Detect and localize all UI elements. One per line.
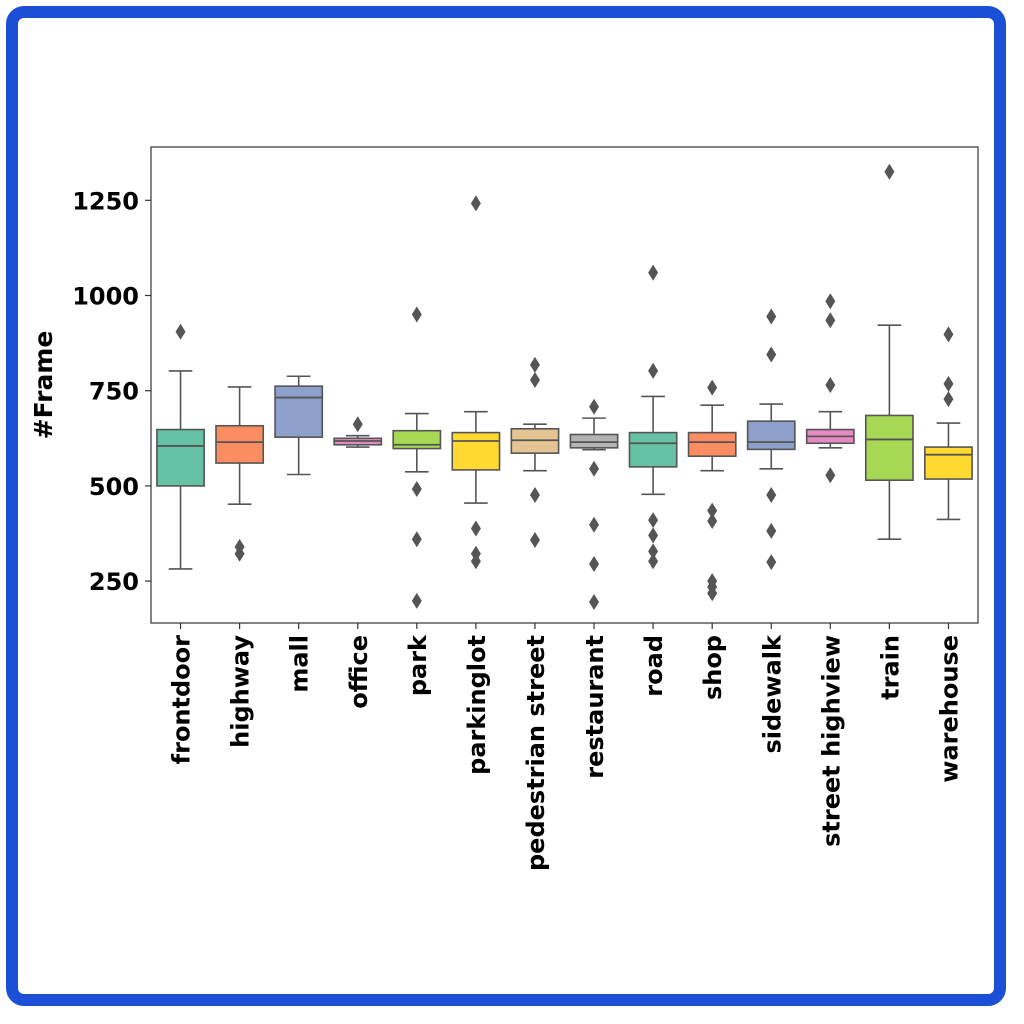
box-iqr [687,431,737,458]
outlier-point [589,516,600,533]
chart-frame [6,6,1006,1006]
box-iqr [569,433,619,449]
outlier-point [943,391,954,408]
box-pedestrian-street [510,356,560,548]
outlier-point [766,554,777,571]
box-office [333,416,383,448]
outlier-point [707,502,718,519]
box-iqr [156,428,205,487]
y-tick-label: 250 [89,568,139,596]
box-warehouse [924,326,973,521]
outlier-point [589,594,600,611]
x-tick-label: highway [227,635,255,748]
y-axis: 250 500 750 1000 1250 [72,187,151,596]
outlier-point [589,460,600,477]
outlier-point [648,264,659,281]
x-tick-label: restaurant [581,635,609,779]
chart-marks [156,163,973,611]
outlier-point [825,312,836,329]
x-tick-label: sidewalk [758,634,786,754]
box-iqr [864,414,914,481]
x-tick-label: parkinglot [463,635,491,775]
outlier-point [470,520,481,537]
x-tick-label: road [640,635,668,697]
outlier-point [825,293,836,310]
outlier-point [766,522,777,539]
box-iqr [451,431,501,471]
y-tick-label: 750 [89,378,139,406]
box-frontdoor [156,323,205,570]
outlier-point [470,195,481,212]
box-iqr [628,431,678,468]
box-park [392,306,442,609]
x-tick-label: park [404,634,432,696]
x-axis: frontdoor highway mall office park parkinglot… [168,623,963,871]
outlier-point [411,306,422,323]
x-tick-label: frontdoor [168,635,196,764]
x-tick-label: warehouse [935,635,963,783]
outlier-point [175,323,186,340]
outlier-point [766,487,777,504]
outlier-point [529,356,540,373]
box-iqr [392,429,442,450]
outlier-point [825,467,836,484]
box-iqr [215,424,265,464]
outlier-point [766,346,777,363]
box-restaurant [569,398,619,611]
y-axis-label: #Frame [29,331,58,440]
outlier-point [648,362,659,379]
outlier-point [529,531,540,548]
outlier-point [943,326,954,343]
outlier-point [352,416,363,433]
outlier-point [707,379,718,396]
outlier-point [648,543,659,560]
plot-area-border [150,146,979,624]
outlier-point [529,487,540,504]
x-tick-label: street highview [817,635,845,847]
outlier-point [589,398,600,415]
outlier-point [411,531,422,548]
outlier-point [411,592,422,609]
box-highway [215,386,265,562]
box-iqr [746,420,796,451]
box-road [628,264,678,570]
box-parkinglot [451,195,501,570]
y-tick-label: 1000 [72,283,139,311]
x-tick-label: train [876,635,904,700]
outlier-point [766,308,777,325]
box-sidewalk [746,308,796,571]
x-tick-label: mall [286,635,314,693]
outlier-point [943,375,954,392]
y-tick-label: 1250 [72,187,139,215]
x-tick-label: pedestrian street [522,635,550,871]
x-tick-label: shop [699,635,727,700]
outlier-point [884,163,895,180]
outlier-point [589,555,600,572]
box-iqr [924,446,973,480]
box-mall [274,375,324,476]
box-train [864,163,914,541]
outlier-point [825,377,836,393]
box-shop [687,379,737,602]
box-iqr [274,385,324,438]
outlier-point [529,372,540,389]
outlier-point [648,512,659,529]
outlier-point [648,527,659,544]
box-street-highview [805,293,855,484]
x-tick-label: office [345,635,373,709]
outlier-point [411,480,422,497]
y-tick-label: 500 [89,473,139,501]
